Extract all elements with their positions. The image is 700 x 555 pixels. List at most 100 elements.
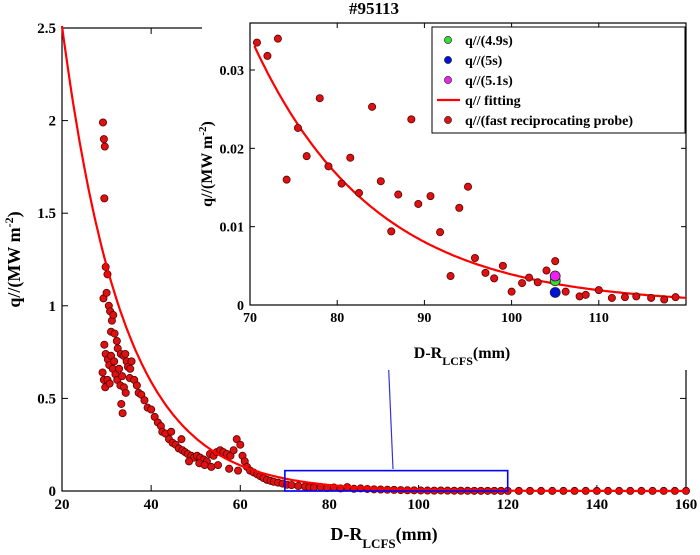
inset-x-tick-label: 90 — [417, 311, 431, 326]
inset-probe-point — [455, 203, 464, 212]
legend-entry-label: q// fitting — [465, 94, 521, 109]
inset-probe-point — [542, 266, 551, 275]
inset-y-tick-label: 0.03 — [220, 64, 245, 79]
inset-probe-point — [518, 279, 527, 288]
inset-axes-frame — [249, 22, 687, 306]
legend-entry-label: q//(fast reciprocating probe) — [465, 114, 633, 129]
legend-entry-label: q//(5.1s) — [465, 74, 513, 89]
main-y-tick-label: 1 — [49, 299, 57, 315]
main-probe-point — [99, 135, 108, 144]
inset-x-tick-label: 80 — [330, 311, 344, 326]
main-probe-point — [229, 446, 238, 455]
main-probe-point — [100, 340, 109, 349]
legend-marker-dot — [444, 56, 452, 64]
legend-marker-dot — [444, 36, 452, 44]
main-x-tick-label: 40 — [144, 497, 159, 513]
main-probe-point — [118, 372, 127, 381]
inset-probe-point — [481, 268, 490, 277]
inset-probe-point — [632, 292, 641, 301]
inset-probe-point — [436, 228, 445, 237]
inset-x-tick-label: 100 — [501, 311, 522, 326]
main-probe-point — [200, 461, 209, 470]
inset-probe-point — [426, 192, 435, 201]
main-probe-point — [207, 462, 216, 471]
legend-entry-label: q//(4.9s) — [465, 34, 513, 49]
main-y-axis-label: q//(MW m-2) — [2, 211, 25, 307]
main-probe-point — [369, 485, 378, 494]
main-probe-point — [100, 142, 109, 151]
main-probe-point — [287, 481, 296, 490]
inset-probe-point — [671, 293, 680, 302]
inset-point-q5-1s — [549, 270, 561, 282]
main-probe-point — [167, 427, 176, 436]
main-probe-point — [126, 364, 135, 373]
inset-probe-point — [647, 293, 656, 302]
main-probe-point — [110, 357, 119, 366]
inset-x-tick-label: 110 — [589, 311, 609, 326]
legend-box — [431, 26, 686, 134]
inset-probe-point — [507, 287, 516, 296]
main-probe-point — [99, 118, 108, 127]
main-y-tick-label: 0.5 — [37, 391, 56, 407]
main-probe-point — [109, 311, 118, 320]
inset-probe-point — [414, 199, 423, 208]
legend-entry-label: q//(5s) — [465, 54, 503, 69]
main-plot: 20 40 60 80 100 120 140 16000.511.522.5D-RLCFS(… — [2, 21, 697, 551]
main-probe-point — [309, 483, 318, 492]
inset-probe-point — [446, 272, 455, 281]
main-x-tick-label: 20 — [55, 497, 70, 513]
inset-y-tick-label: 0.01 — [220, 221, 245, 236]
inset-probe-point — [407, 115, 416, 124]
inset-probe-point — [337, 179, 346, 188]
main-probe-point — [177, 435, 186, 444]
inset-probe-point — [463, 182, 472, 191]
main-probe-point — [121, 388, 130, 397]
main-probe-point — [98, 368, 107, 377]
main-y-tick-label: 1.5 — [37, 206, 56, 222]
inset-probe-point — [376, 177, 385, 186]
legend-marker-dot — [444, 116, 452, 124]
main-probe-point — [225, 464, 234, 473]
inset-plot: 70 80 90 100 11000.010.020.03D-RLCFS(mm)q//(… — [197, 21, 688, 370]
main-probe-point — [117, 399, 126, 408]
main-probe-point — [213, 461, 222, 470]
inset-fit-line — [253, 45, 687, 299]
inset-probe-point — [346, 153, 355, 162]
inset-y-tick-label: 0 — [237, 299, 244, 314]
inset-probe-point — [581, 290, 590, 299]
inset-probe-point — [394, 190, 403, 199]
main-probe-point — [147, 405, 156, 414]
main-probe-points — [98, 118, 691, 495]
inset-point-q5s — [549, 287, 561, 298]
inset-x-tick-label: 70 — [243, 311, 257, 326]
inset-probe-point — [525, 273, 534, 282]
main-probe-point — [232, 435, 241, 444]
chart-title: #95113 — [349, 0, 399, 18]
inset-probe-point — [498, 261, 507, 270]
main-x-tick-label: 160 — [675, 497, 698, 513]
main-x-tick-label: 140 — [586, 497, 609, 513]
main-probe-point — [132, 381, 141, 390]
main-highlight-box — [284, 469, 509, 492]
inset-probe-point — [293, 123, 302, 132]
main-fit-line — [60, 25, 686, 493]
inset-probe-point — [387, 227, 396, 236]
main-y-tick-label: 2 — [49, 114, 57, 130]
inset-probe-points — [252, 34, 680, 304]
inset-probe-point — [551, 257, 560, 266]
main-probe-point — [105, 379, 114, 388]
main-probe-point — [118, 409, 127, 418]
inset-probe-point — [470, 253, 479, 262]
main-probe-point — [127, 357, 136, 366]
inset-y-tick-label: 0.02 — [220, 142, 245, 157]
inset-probe-point — [620, 293, 629, 302]
main-probe-point — [294, 481, 303, 490]
main-probe-point — [121, 349, 130, 358]
inset-probe-point — [273, 34, 282, 43]
main-y-tick-label: 2.5 — [37, 21, 56, 37]
inset-probe-point — [252, 38, 261, 47]
inset-probe-point — [594, 286, 603, 295]
main-x-tick-label: 120 — [496, 497, 519, 513]
main-probe-point — [110, 329, 119, 338]
